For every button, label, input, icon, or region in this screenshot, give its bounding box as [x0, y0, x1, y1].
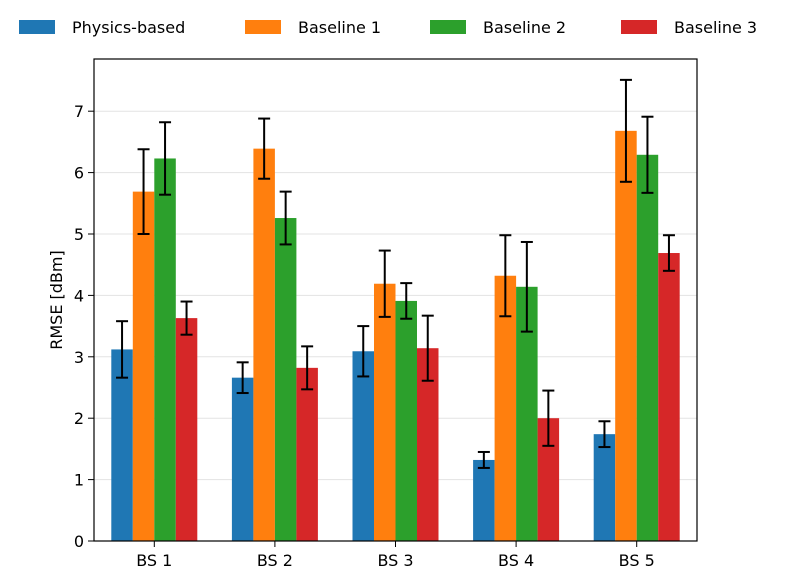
bar-baseline-1-bs-2 — [253, 148, 275, 541]
error-bar — [641, 115, 654, 194]
legend-item: Physics-based — [19, 18, 185, 37]
error-bar — [301, 345, 314, 391]
legend-item: Baseline 3 — [621, 18, 757, 37]
bar-baseline-2-bs-4 — [516, 286, 538, 541]
x-axis: BS 1 BS 2 BS 3 BS 4 BS 5 — [136, 541, 655, 570]
legend-label: Baseline 1 — [298, 18, 381, 37]
bar-baseline-1-bs-1 — [132, 191, 155, 541]
error-bar — [400, 282, 413, 320]
error-bars — [116, 78, 675, 469]
legend-swatch — [245, 20, 281, 34]
bar-baseline-3-bs-2 — [296, 367, 318, 541]
bar-physics-based-bs-1 — [111, 349, 133, 541]
y-tick-label: 4 — [74, 286, 84, 305]
bar-baseline-3-bs-1 — [175, 318, 198, 541]
bar-physics-based-bs-2 — [231, 377, 254, 541]
x-tick-label: BS 1 — [136, 551, 172, 570]
error-bar — [159, 121, 172, 196]
bars — [111, 130, 680, 542]
bar-baseline-2-bs-5 — [636, 154, 659, 541]
error-bar — [499, 234, 512, 318]
x-tick-label: BS 3 — [377, 551, 413, 570]
bar-baseline-2-bs-2 — [274, 218, 297, 541]
error-bar — [542, 389, 555, 447]
bar-physics-based-bs-3 — [352, 351, 374, 541]
error-bar — [520, 240, 533, 333]
y-tick-label: 5 — [74, 225, 84, 244]
y-axis: 0 1 2 3 4 5 6 7 — [74, 102, 94, 551]
bar-baseline-2-bs-1 — [154, 158, 176, 541]
bar-baseline-3-bs-4 — [537, 418, 560, 541]
error-bar — [137, 148, 150, 235]
error-bar — [378, 249, 391, 318]
bar-physics-based-bs-4 — [473, 459, 495, 541]
legend-label: Baseline 2 — [483, 18, 566, 37]
bar-baseline-3-bs-3 — [417, 348, 439, 541]
bar-baseline-1-bs-4 — [494, 275, 517, 541]
error-bar — [116, 320, 129, 379]
y-tick-label: 7 — [74, 102, 84, 121]
y-tick-label: 0 — [74, 532, 84, 551]
legend-label: Baseline 3 — [674, 18, 757, 37]
error-bar — [598, 420, 611, 449]
error-bar — [662, 234, 675, 272]
y-axis-label: RMSE [dBm] — [47, 250, 66, 349]
y-tick-label: 6 — [74, 164, 84, 183]
y-tick-label: 3 — [74, 348, 84, 367]
x-tick-label: BS 2 — [257, 551, 293, 570]
error-bar — [477, 450, 490, 469]
x-tick-label: BS 5 — [619, 551, 655, 570]
legend-item: Baseline 2 — [430, 18, 566, 37]
legend: Physics-based Baseline 1 Baseline 2 Baselin… — [19, 18, 757, 37]
error-bar — [258, 117, 271, 180]
bar-physics-based-bs-5 — [593, 434, 616, 541]
bar-baseline-1-bs-5 — [615, 130, 637, 542]
legend-label: Physics-based — [72, 18, 185, 37]
error-bar — [279, 190, 292, 246]
legend-swatch — [19, 20, 55, 34]
bar-baseline-1-bs-3 — [374, 283, 396, 541]
error-bar — [236, 361, 249, 395]
x-tick-label: BS 4 — [498, 551, 534, 570]
error-bar — [619, 78, 632, 183]
error-bar — [180, 300, 193, 336]
y-tick-label: 2 — [74, 409, 84, 428]
error-bar — [357, 325, 370, 378]
bar-baseline-2-bs-3 — [395, 300, 417, 541]
y-tick-label: 1 — [74, 471, 84, 490]
error-bar — [421, 314, 434, 382]
legend-swatch — [430, 20, 466, 34]
legend-item: Baseline 1 — [245, 18, 381, 37]
legend-swatch — [621, 20, 657, 34]
bar-baseline-3-bs-5 — [658, 253, 680, 542]
